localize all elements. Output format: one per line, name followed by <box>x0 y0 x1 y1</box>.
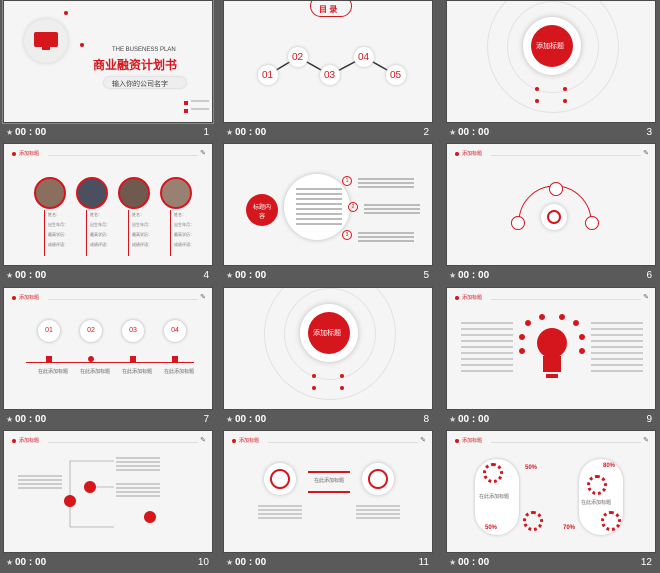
slide-preview: 添加标题 ✎ <box>446 143 656 266</box>
slide-thumb-4[interactable]: 添加标题 ✎ 姓名： 出生年月： 最高学历： 成绩评语： 姓名： 出生年月： 最高学历：成… <box>3 143 213 286</box>
user-icon <box>46 356 52 362</box>
node-icon <box>511 216 525 230</box>
arrow-right <box>308 491 350 493</box>
pen-icon: ✎ <box>200 150 206 157</box>
slide-thumb-6[interactable]: 添加标题 ✎ ★ 00 : 00 6 <box>446 143 656 286</box>
gear-icon <box>483 463 503 483</box>
slide-preview: 添加标题 ✎ 姓名： 出生年月： 最高学历： 成绩评语： 姓名： 出生年月： 最高学历：成… <box>3 143 213 266</box>
slide-thumb-9[interactable]: 添加标题 ✎ ★ 00 : 00 9 <box>446 287 656 430</box>
transition-icon: ★ <box>6 128 14 137</box>
slide-preview: 添加标题 ✎ <box>446 287 656 410</box>
title-cn: 商业融资计划书 <box>93 58 178 72</box>
transition-icon: ★ <box>449 558 457 567</box>
center-title: 添加标题 <box>313 330 341 337</box>
transition-icon: ★ <box>449 415 457 424</box>
node-icon <box>84 481 96 493</box>
slide-preview: 目 录 01 02 03 04 05 <box>223 0 433 123</box>
transition-icon: ★ <box>449 271 457 280</box>
avatar <box>160 177 192 209</box>
node-icon <box>144 511 156 523</box>
slide-thumb-10[interactable]: 添加标题 ✎ ★ 00 : 00 10 <box>3 430 213 573</box>
pen-icon: ✎ <box>643 150 649 157</box>
node-icon <box>64 495 76 507</box>
flow-lines <box>69 460 114 528</box>
slide-thumb-7[interactable]: 添加标题 ✎ 01 02 03 04 在此添加标题 在此添加标题 在此添加标题 … <box>3 287 213 430</box>
transition-icon: ★ <box>6 415 14 424</box>
transition-icon: ★ <box>6 271 14 280</box>
transition-icon: ★ <box>226 271 234 280</box>
gear-icon <box>587 475 607 495</box>
globe-icon <box>88 356 94 362</box>
pen-icon: ✎ <box>200 437 206 444</box>
title-en: THE BUSENESS PLAN <box>112 47 176 53</box>
pen-icon: ✎ <box>420 437 426 444</box>
slide-preview: 标题内容 1 2 3 <box>223 143 433 266</box>
slide-thumb-5[interactable]: 标题内容 1 2 3 ★ 00 : 00 5 <box>223 143 433 286</box>
slide-preview: THE BUSENESS PLAN 商业融资计划书 输入你的公司名字 <box>2 0 214 124</box>
pen-icon: ✎ <box>200 294 206 301</box>
center-title: 添加标题 <box>536 43 564 50</box>
transition-icon: ★ <box>449 128 457 137</box>
transition-icon: ★ <box>226 128 234 137</box>
lightbulb-icon <box>537 328 567 358</box>
center-title: 标题内容 <box>252 205 271 220</box>
avatar <box>118 177 150 209</box>
slide-meta: ★ 00 : 00 1 <box>6 127 209 138</box>
subtitle-box <box>104 77 186 88</box>
transition-icon: ★ <box>6 558 14 567</box>
slide-thumb-1[interactable]: THE BUSENESS PLAN 商业融资计划书 输入你的公司名字 ★ 00 … <box>2 0 214 143</box>
slide-thumb-12[interactable]: 添加标题 ✎ 50% 80% 50% 70% 在此添加标题 在此添加标题 ★ 0… <box>446 430 656 573</box>
people-icon <box>130 356 136 362</box>
slide-thumb-2[interactable]: 目 录 01 02 03 04 05 ★ 00 : 00 2 <box>223 0 433 143</box>
slide-preview: 添加标题 ✎ 在此添加标题 <box>223 430 433 553</box>
refresh-icon <box>368 469 388 489</box>
toc-connector <box>267 56 397 76</box>
pen-icon: ✎ <box>643 294 649 301</box>
subtitle: 输入你的公司名字 <box>112 81 168 88</box>
toc-heading: 目 录 <box>319 5 338 14</box>
gear-icon <box>523 511 543 531</box>
slide-thumb-8[interactable]: 添加标题 ★ 00 : 00 8 <box>223 287 433 430</box>
chart-icon <box>172 356 178 362</box>
transition-icon: ★ <box>226 558 234 567</box>
node-icon <box>585 216 599 230</box>
node-icon <box>549 182 563 196</box>
head-icon <box>270 469 290 489</box>
slide-preview: 添加标题 <box>223 287 433 410</box>
slide-preview: 添加标题 ✎ 50% 80% 50% 70% 在此添加标题 在此添加标题 <box>446 430 656 553</box>
avatar <box>34 177 66 209</box>
slide-preview: 添加标题 ✎ <box>3 430 213 553</box>
slide-thumb-11[interactable]: 添加标题 ✎ 在此添加标题 ★ 00 : 00 11 <box>223 430 433 573</box>
pen-icon: ✎ <box>643 437 649 444</box>
slide-thumb-3[interactable]: 添加标题 ★ 00 : 00 3 <box>446 0 656 143</box>
slide-preview: 添加标题 ✎ 01 02 03 04 在此添加标题 在此添加标题 在此添加标题 … <box>3 287 213 410</box>
arrow-left <box>308 471 350 473</box>
gear-icon <box>601 511 621 531</box>
transition-icon: ★ <box>226 415 234 424</box>
monitor-icon <box>34 32 58 47</box>
slide-preview: 添加标题 <box>446 0 656 123</box>
avatar <box>76 177 108 209</box>
